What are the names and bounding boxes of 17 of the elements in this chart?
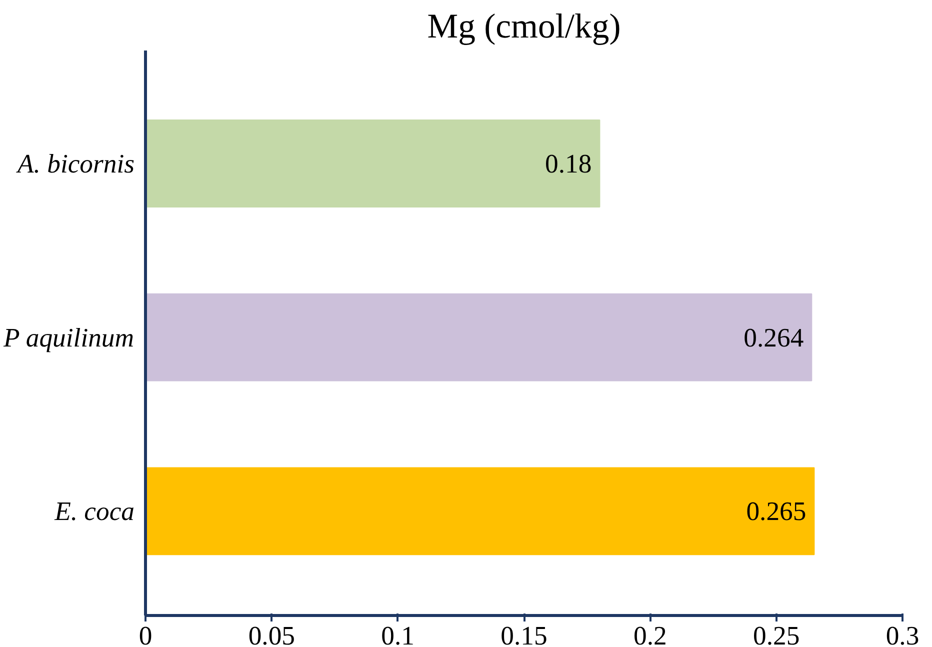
data-label: 0.18: [545, 148, 592, 178]
chart-title: Mg (cmol/kg): [427, 8, 621, 46]
x-tick-label: 0.15: [500, 620, 548, 647]
bar: [146, 293, 812, 382]
bar: [146, 120, 600, 208]
y-tick-label: E. coca: [54, 496, 135, 526]
x-tick-label: 0.1: [381, 620, 414, 647]
y-tick-label: A. bicornis: [16, 148, 135, 178]
x-tick-label: 0.25: [753, 620, 800, 647]
data-label: 0.265: [746, 496, 806, 526]
x-tick-label: 0.3: [886, 620, 920, 647]
data-label: 0.264: [744, 322, 804, 352]
x-tick-label: 0.05: [248, 620, 295, 647]
y-tick-label: P aquilinum: [2, 322, 134, 352]
x-tick-label: 0.2: [634, 620, 667, 647]
bar: [146, 467, 815, 556]
x-tick-label: 0: [138, 620, 152, 647]
